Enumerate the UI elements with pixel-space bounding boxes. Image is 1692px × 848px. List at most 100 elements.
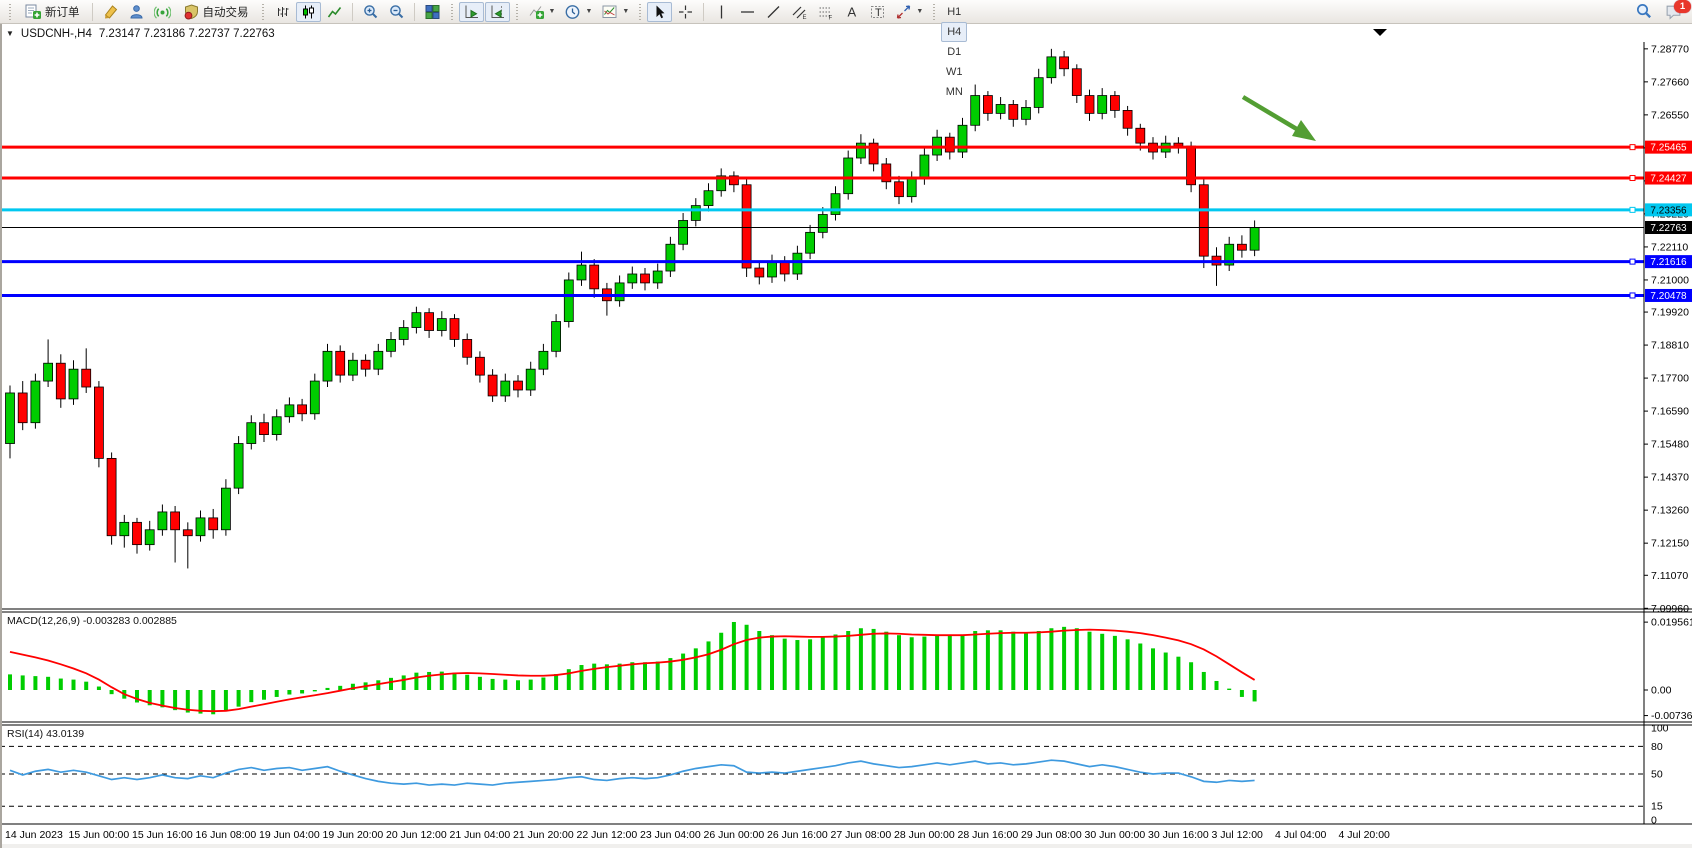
auto-scroll-button[interactable] [458, 1, 484, 22]
fibonacci-tool-button[interactable]: F [813, 2, 838, 22]
toolbar-grip[interactable] [8, 3, 12, 20]
timeframe-button-w1[interactable]: W1 [941, 62, 967, 82]
date-label: 28 Jun 16:00 [958, 829, 1019, 841]
price-axis-tick-label: 7.16590 [1651, 406, 1689, 418]
metaeditor-icon [104, 4, 117, 19]
annotation-arrow[interactable] [1241, 95, 1302, 133]
metaeditor-button[interactable] [98, 2, 123, 22]
annotation-arrow-head[interactable] [1292, 120, 1316, 141]
line-chart-button[interactable] [322, 2, 347, 22]
macd-histogram-bar [655, 661, 660, 690]
macd-histogram-bar [46, 676, 51, 690]
macd-axis-label: -0.007367 [1651, 710, 1692, 722]
arrows-tool-button[interactable]: ▼ [891, 2, 927, 22]
price-axis-tick-label: 7.26550 [1651, 109, 1689, 121]
candlestick-chart-button[interactable] [295, 1, 321, 22]
rsi-value: 43.0139 [46, 728, 85, 740]
macd-histogram-bar [858, 628, 863, 690]
date-label: 3 Jul 12:00 [1212, 829, 1264, 841]
chart-canvas[interactable]: 7.287707.276607.265507.254407.243307.232… [0, 24, 1692, 848]
timeframe-button-mn[interactable]: MN [941, 82, 967, 102]
zoom-out-button[interactable] [384, 2, 409, 22]
macd-histogram-bar [1074, 628, 1079, 690]
candle-body [411, 312, 422, 328]
macd-histogram-bar [1201, 671, 1206, 690]
candle-body [741, 184, 752, 269]
chart-titlebar: ▼ USDCNH-,H4 7.23147 7.23186 7.22737 7.2… [6, 26, 275, 41]
macd-label: MACD(12,26,9) [7, 615, 80, 627]
macd-histogram-bar [871, 628, 876, 690]
toolbar-grip[interactable] [514, 3, 519, 20]
date-label: 19 Jun 20:00 [323, 829, 384, 841]
candle-body [576, 264, 587, 281]
chart-shift-button[interactable] [484, 1, 510, 22]
line-handle[interactable] [1629, 206, 1636, 213]
macd-histogram-bar [668, 658, 673, 690]
macd-histogram-bar [935, 635, 940, 690]
templates-button[interactable]: ▼ [597, 2, 633, 22]
candle-body [360, 359, 371, 370]
line-handle[interactable] [1629, 258, 1636, 265]
date-label: 26 Jun 00:00 [704, 829, 765, 841]
trendline-tool-button[interactable] [761, 2, 786, 22]
new-order-button[interactable]: 新订单 [17, 2, 87, 22]
text-tool-button[interactable]: A [839, 2, 864, 22]
bar-chart-button[interactable] [270, 2, 295, 22]
chevron-down-icon: ▼ [585, 8, 593, 15]
tile-windows-button[interactable] [420, 2, 445, 22]
crosshair-tool-button[interactable] [673, 2, 698, 22]
price-axis-tick-label: 7.13260 [1651, 505, 1689, 517]
notification-badge: 1 [1674, 0, 1691, 13]
price-chip-label: 7.25465 [1650, 143, 1687, 154]
vertical-line-tool-button[interactable] [709, 2, 734, 22]
toolbar-separator [703, 2, 705, 21]
equidistant-channel-tool-button[interactable]: E [787, 2, 812, 22]
macd-histogram-bar [109, 690, 114, 695]
candle-body [792, 252, 803, 275]
signals-button[interactable] [150, 2, 175, 22]
line-handle[interactable] [1629, 175, 1636, 182]
indicators-button[interactable]: ▼ [524, 2, 560, 22]
macd-histogram-bar [439, 671, 444, 690]
timeframe-button-d1[interactable]: D1 [941, 42, 967, 62]
candle-body [652, 270, 663, 284]
candle-body [220, 487, 231, 531]
timeframe-button-h1[interactable]: H1 [941, 2, 967, 22]
cursor-tool-button[interactable] [647, 1, 673, 22]
date-label: 26 Jun 16:00 [767, 829, 828, 841]
community-user-button[interactable] [124, 2, 149, 22]
price-axis-tick-label: 7.15480 [1651, 439, 1689, 451]
cursor-icon [656, 5, 665, 18]
macd-histogram-bar [833, 634, 838, 690]
macd-histogram-bar [84, 681, 89, 690]
zoom-in-button[interactable] [358, 2, 383, 22]
price-chip [1645, 255, 1692, 269]
search-button[interactable] [1631, 2, 1657, 22]
toolbar-grip[interactable] [932, 3, 937, 20]
line-handle[interactable] [1629, 144, 1636, 151]
candle-body [1249, 227, 1260, 251]
macd-histogram-bar [135, 690, 139, 703]
macd-histogram-bar [477, 676, 482, 690]
date-label: 21 Jun 04:00 [450, 829, 511, 841]
autotrading-button[interactable]: 自动交易 [176, 2, 256, 22]
toolbar-grip[interactable] [260, 3, 265, 20]
line-handle[interactable] [1629, 292, 1636, 299]
candle-body [513, 380, 523, 391]
horizontal-line-tool-button[interactable] [735, 2, 760, 22]
timeframe-button-h4[interactable]: H4 [941, 21, 968, 42]
periods-button[interactable]: ▼ [560, 2, 596, 22]
community-button[interactable]: 1 [1658, 0, 1691, 23]
price-axis-tick-label: 7.11070 [1651, 570, 1688, 582]
macd-histogram-bar [1011, 631, 1016, 690]
community-user-icon [129, 4, 143, 18]
toolbar-grip[interactable] [638, 3, 643, 20]
candle-body [119, 521, 130, 537]
text-label-tool-button[interactable]: T [865, 2, 890, 22]
macd-histogram-bar [274, 690, 279, 697]
symbol-dropdown-icon[interactable]: ▼ [6, 28, 14, 38]
rsi-level-label: 0 [1651, 815, 1657, 827]
candle-body [284, 404, 295, 418]
macd-histogram-bar [376, 680, 381, 690]
toolbar-grip[interactable] [449, 3, 454, 20]
